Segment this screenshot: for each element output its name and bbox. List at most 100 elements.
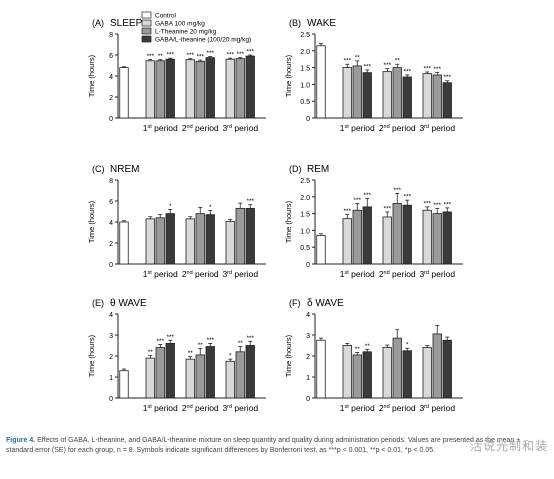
y-tick-label: 6 [109, 199, 113, 206]
x-tick-label: 1st period [143, 269, 178, 279]
significance-label: *** [236, 51, 244, 58]
panel-title: θ WAVE [110, 298, 147, 309]
figure-caption: Figure 4. Effects of GABA, L-theanine, a… [6, 436, 546, 456]
watermark-text: 活说光制和装 [469, 439, 548, 453]
bar [352, 209, 362, 265]
y-tick-label: 2.5 [300, 178, 310, 185]
y-tick-label: 0 [306, 262, 310, 269]
significance-label: *** [166, 52, 174, 59]
significance-label: *** [443, 201, 451, 208]
bar [342, 345, 352, 399]
y-tick-label: 3 [306, 333, 310, 340]
x-tick-label: 3rd period [419, 123, 455, 133]
bar [382, 347, 392, 399]
x-tick-label: 3rd period [419, 269, 455, 279]
significance-label: *** [206, 50, 214, 57]
significance-label: *** [226, 52, 234, 59]
significance-label: *** [156, 338, 164, 345]
significance-label: *** [246, 335, 254, 342]
y-tick-label: 2 [109, 241, 113, 248]
y-axis-label: Time (hours) [87, 200, 96, 243]
significance-label: ** [158, 53, 164, 60]
significance-label: *** [196, 54, 204, 61]
bar [316, 339, 326, 399]
panel-title: δ WAVE [307, 298, 344, 309]
significance-label: *** [403, 68, 411, 75]
y-tick-label: 2.0 [300, 49, 310, 56]
bar [422, 73, 432, 119]
x-tick-label: 3rd period [222, 123, 258, 133]
y-axis-label: Time (hours) [284, 200, 293, 243]
y-axis-label: Time (hours) [284, 334, 293, 377]
legend-swatch [141, 11, 152, 19]
panel-title: WAKE [307, 18, 336, 29]
significance-label: *** [166, 334, 174, 341]
bar [225, 221, 235, 265]
bar [392, 203, 402, 265]
bar [205, 57, 215, 119]
bar [145, 357, 155, 399]
significance-label: ** [238, 340, 244, 347]
y-tick-label: 2 [109, 95, 113, 102]
x-tick-label: 2nd period [379, 403, 416, 413]
y-tick-label: 1 [109, 375, 113, 382]
y-tick-label: 1.5 [300, 212, 310, 219]
significance-label: ** [365, 343, 371, 350]
y-axis-label: Time (hours) [284, 54, 293, 97]
legend-swatch [141, 35, 152, 43]
bar [402, 350, 412, 399]
bar [185, 218, 195, 265]
x-tick-label: 1st period [143, 123, 178, 133]
bar [382, 216, 392, 265]
y-tick-label: 4 [109, 312, 113, 319]
bar [402, 204, 412, 265]
significance-label: * [169, 203, 172, 210]
bar [245, 345, 255, 399]
bar [145, 218, 155, 265]
panel-title: NREM [110, 164, 139, 175]
y-tick-label: 1.0 [300, 228, 310, 235]
y-tick-label: 0 [306, 116, 310, 123]
significance-label: * [209, 204, 212, 211]
bar [245, 55, 255, 119]
x-tick-label: 1st period [340, 403, 375, 413]
caption-lead: Figure 4. [6, 437, 36, 444]
bar [195, 354, 205, 399]
significance-label: *** [383, 205, 391, 212]
significance-label: *** [403, 194, 411, 201]
legend-label: GABA 100 mg/kg [155, 21, 205, 28]
y-axis-label: Time (hours) [87, 54, 96, 97]
panel-label: (D) [289, 164, 302, 174]
significance-label: *** [353, 197, 361, 204]
y-tick-label: 2 [109, 354, 113, 361]
bar [352, 354, 362, 399]
x-tick-label: 1st period [340, 269, 375, 279]
legend-label: Control [155, 13, 177, 20]
bar [245, 207, 255, 265]
y-tick-label: 4 [109, 220, 113, 227]
y-tick-label: 2.5 [300, 32, 310, 39]
bar [442, 211, 452, 265]
y-tick-label: 6 [109, 53, 113, 60]
bar [432, 333, 442, 399]
significance-label: ** [188, 350, 194, 357]
panel-title: REM [307, 164, 329, 175]
x-tick-label: 2nd period [182, 269, 219, 279]
significance-label: *** [423, 65, 431, 72]
significance-label: *** [146, 53, 154, 60]
significance-label: *** [433, 66, 441, 73]
y-tick-label: 3 [109, 333, 113, 340]
y-tick-label: 0.5 [300, 99, 310, 106]
significance-label: *** [246, 198, 254, 205]
bar [205, 214, 215, 265]
bar [165, 213, 175, 265]
significance-label: *** [393, 187, 401, 194]
significance-label: *** [343, 58, 351, 65]
bar [235, 207, 245, 265]
significance-label: ** [355, 54, 361, 61]
y-tick-label: 8 [109, 178, 113, 185]
legend-label: L-Theanine 20 mg/kg [155, 29, 217, 36]
legend-label: GABA/L-theanine (100/20 mg/kg) [155, 37, 251, 44]
bar [119, 67, 129, 119]
